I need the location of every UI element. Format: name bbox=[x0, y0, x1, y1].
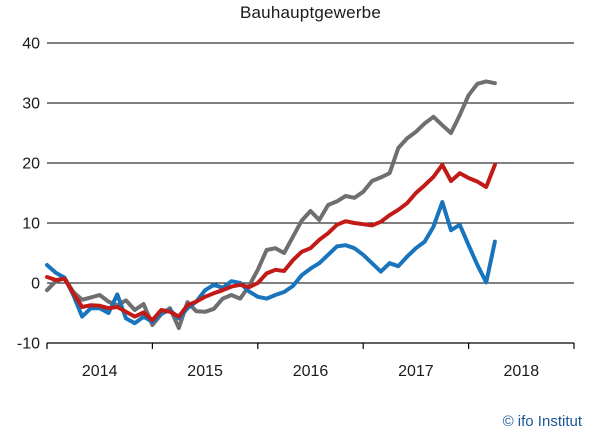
y-tick-label-40: 40 bbox=[22, 36, 40, 53]
x-tick-label-2017: 2017 bbox=[398, 363, 434, 380]
chart-title: Bauhauptgewerbe bbox=[239, 3, 381, 22]
gray-series-line bbox=[45, 79, 497, 330]
blue-series-line bbox=[45, 200, 497, 326]
x-tick-label-2014: 2014 bbox=[82, 363, 118, 380]
x-tick-label-2018: 2018 bbox=[504, 363, 540, 380]
x-tick-label-2015: 2015 bbox=[187, 363, 223, 380]
y-tick-label-30: 30 bbox=[22, 96, 40, 113]
y-tick-label-10: 10 bbox=[22, 216, 40, 233]
copyright-attribution: © ifo Institut bbox=[502, 413, 582, 430]
y-tick-label-20: 20 bbox=[22, 156, 40, 173]
x-tick-label-2016: 2016 bbox=[293, 363, 329, 380]
y-tick-label--10: -10 bbox=[17, 336, 40, 353]
y-tick-label-0: 0 bbox=[31, 276, 40, 293]
red-series-line bbox=[45, 162, 497, 323]
